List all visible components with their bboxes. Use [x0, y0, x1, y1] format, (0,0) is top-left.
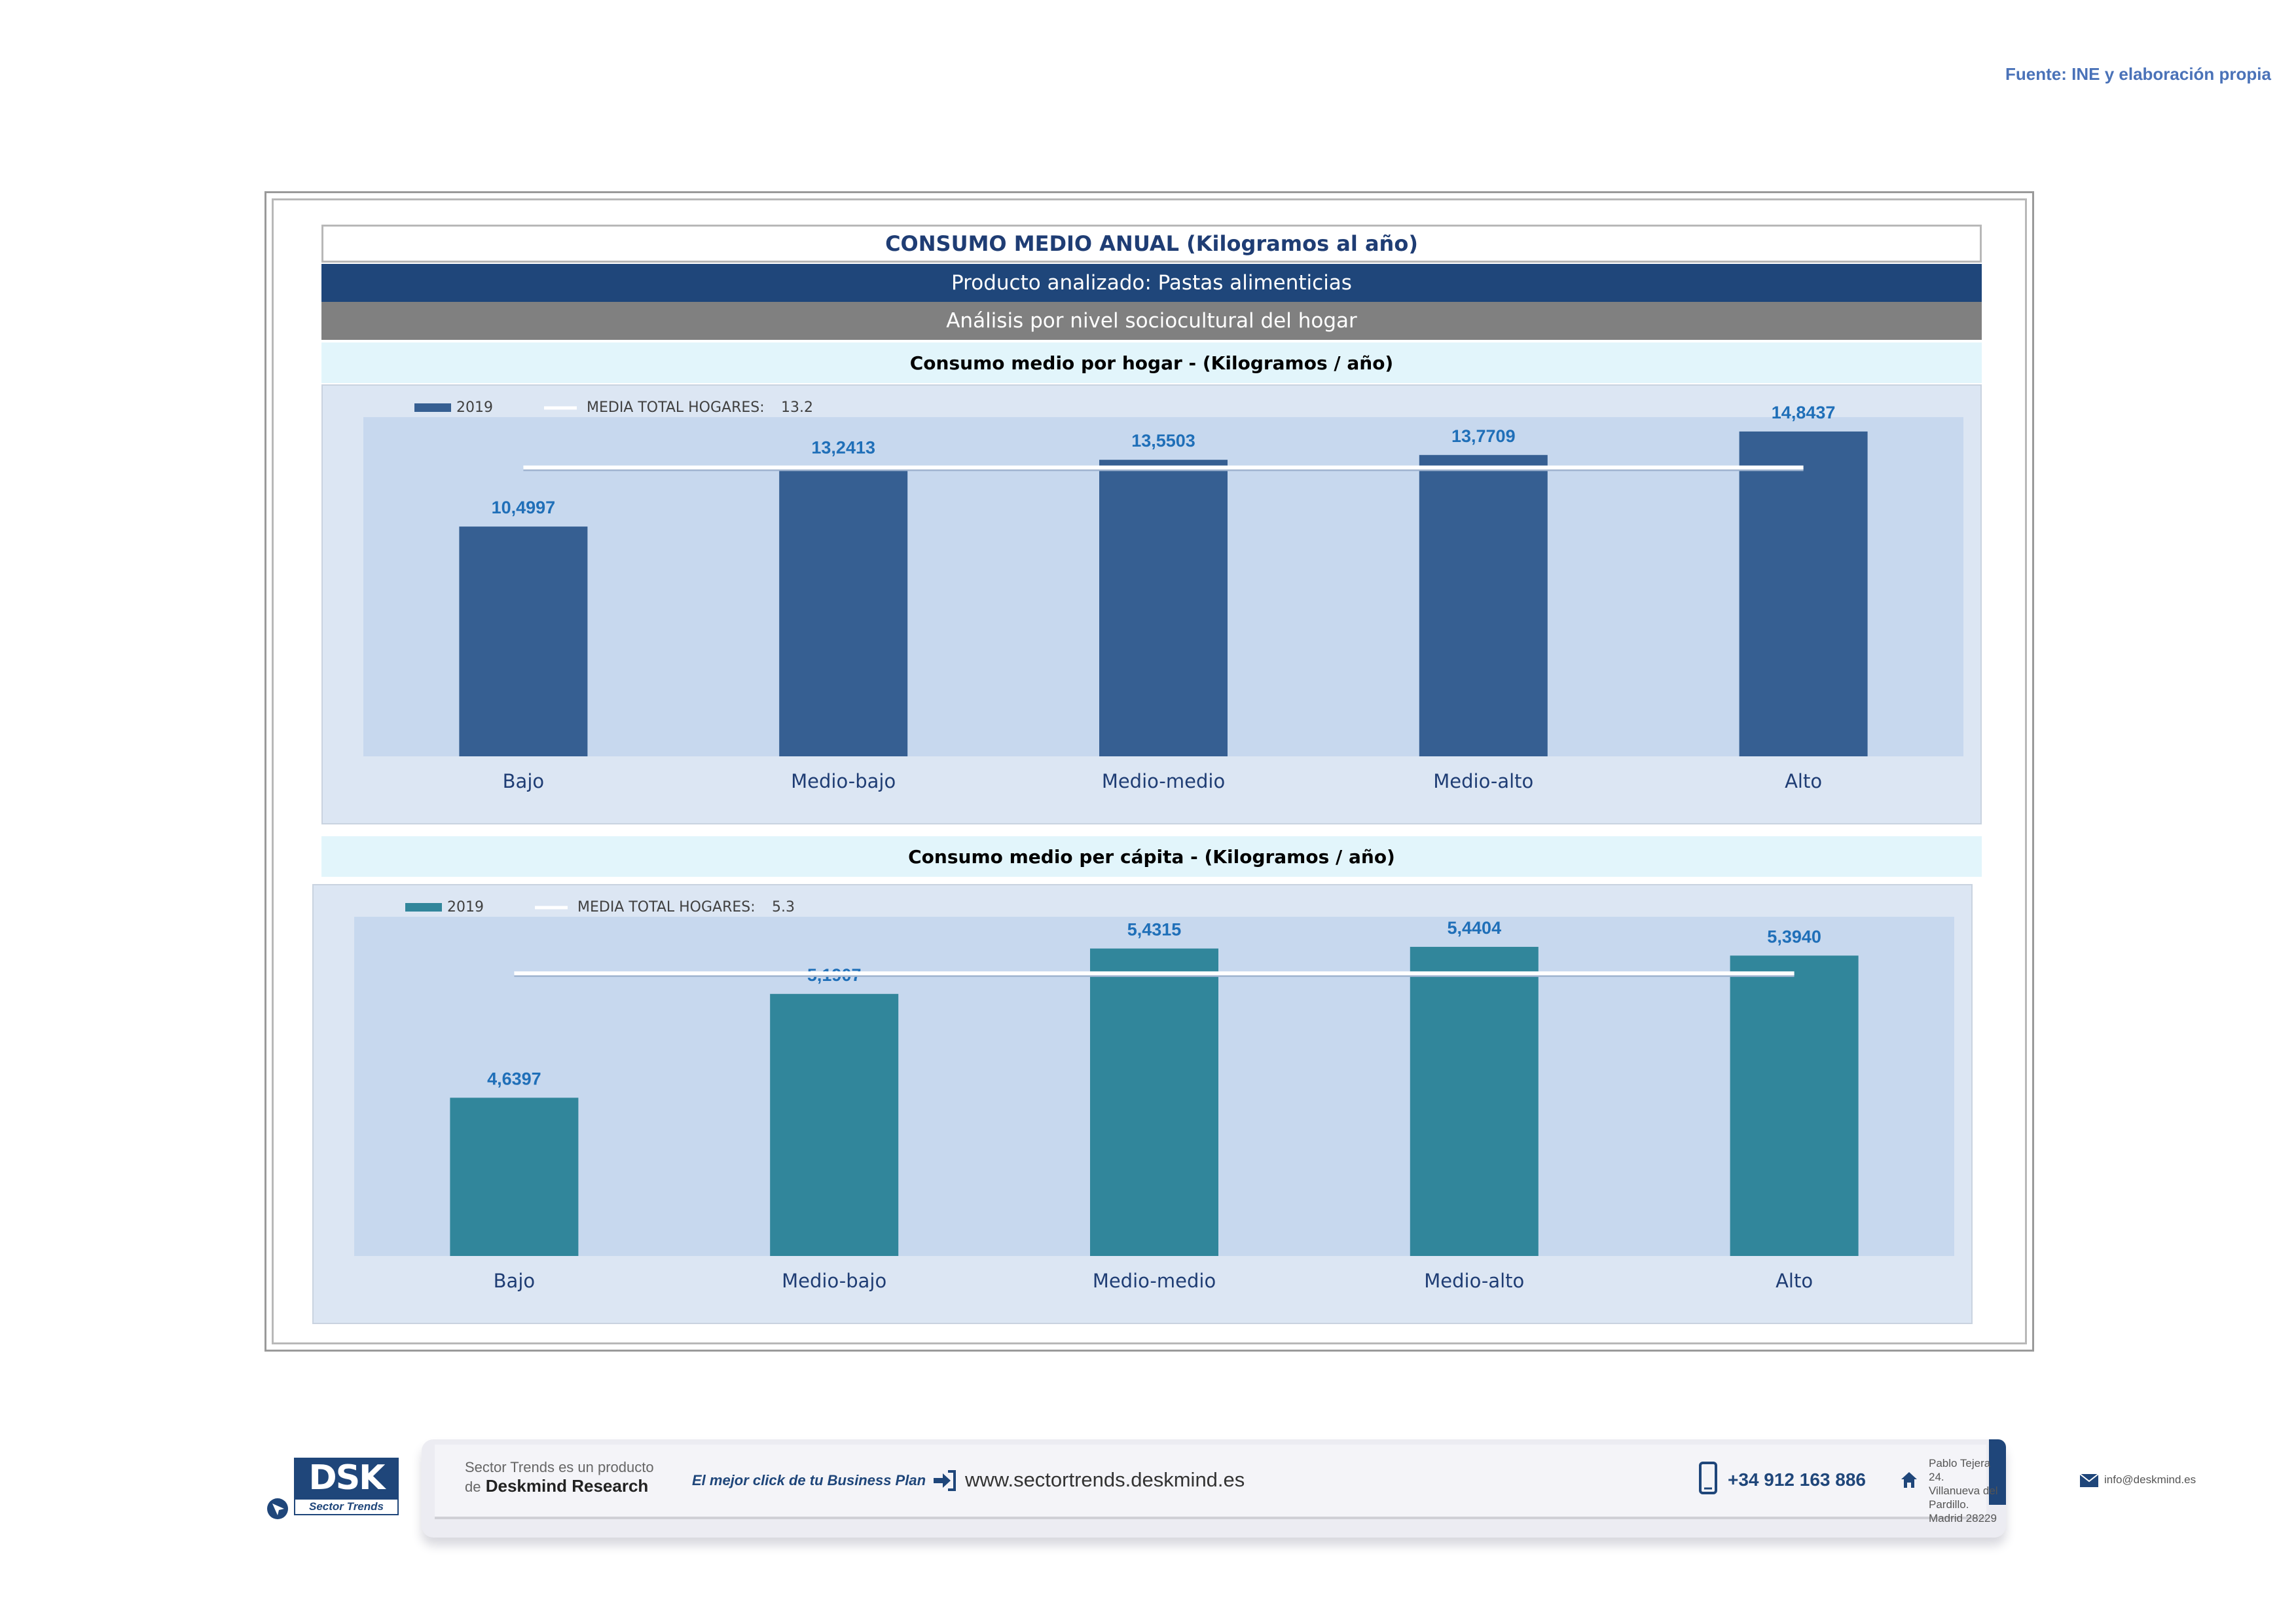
household-bar-2 — [1099, 460, 1228, 756]
product-band: Producto analizado: Pastas alimenticias — [321, 264, 1982, 302]
cursor-arrow-icon — [267, 1498, 288, 1519]
household-chart: 2019 MEDIA TOTAL HOGARES: 13.2 10,4997 Bajo 1… — [321, 384, 1982, 824]
percapita-value-label-2: 5,4315 — [1127, 919, 1182, 939]
percapita-chart-title: Consumo medio per cápita - (Kilogramos /… — [321, 836, 1982, 877]
household-category-label-1: Medio-bajo — [791, 770, 896, 792]
household-legend-mean-value: 13.2 — [781, 399, 813, 416]
household-bar-3 — [1419, 454, 1548, 756]
household-legend-swatch — [414, 403, 451, 412]
footer: DSK Sector Trends Sector Trends es un pr… — [264, 1431, 2196, 1556]
percapita-legend-series: 2019 — [447, 899, 484, 915]
household-value-label-4: 14,8437 — [1772, 403, 1836, 422]
percapita-category-label-4: Alto — [1776, 1270, 1813, 1292]
household-category-label-4: Alto — [1785, 770, 1822, 792]
website-link[interactable]: www.sectortrends.deskmind.es — [965, 1468, 1245, 1491]
household-category-label-2: Medio-medio — [1102, 770, 1225, 792]
address-line-2: Villanueva del Pardillo. — [1929, 1485, 1998, 1511]
household-value-label-2: 13,5503 — [1131, 431, 1195, 451]
address-line-1: Pablo Tejera 24. — [1929, 1457, 1991, 1483]
household-legend-series: 2019 — [456, 399, 493, 416]
household-category-label-3: Medio-alto — [1433, 770, 1533, 792]
address: Pablo Tejera 24. Villanueva del Pardillo… — [1929, 1456, 2006, 1525]
deskmind-logo: DSK Sector Trends — [264, 1458, 409, 1530]
percapita-category-label-3: Medio-alto — [1424, 1270, 1524, 1292]
report-title: CONSUMO MEDIO ANUAL (Kilogramos al año) — [321, 225, 1982, 263]
slogan: El mejor click de tu Business Plan — [692, 1472, 926, 1488]
percapita-value-label-4: 5,3940 — [1767, 927, 1821, 946]
percapita-category-label-1: Medio-bajo — [782, 1270, 886, 1292]
product-line-1: Sector Trends es un producto — [465, 1459, 654, 1475]
mail-icon — [2079, 1473, 2099, 1487]
household-svg: 2019 MEDIA TOTAL HOGARES: 13.2 10,4997 Bajo 1… — [363, 399, 1963, 792]
analysis-band: Análisis por nivel sociocultural del hog… — [321, 302, 1982, 340]
percapita-legend-swatch — [405, 903, 442, 912]
email-link[interactable]: info@deskmind.es — [2104, 1473, 2196, 1486]
percapita-bar-2 — [1090, 948, 1218, 1256]
household-bar-0 — [459, 526, 588, 756]
percapita-bar-1 — [770, 993, 899, 1256]
phone-icon — [1699, 1462, 1717, 1494]
phone-number: +34 912 163 886 — [1728, 1469, 1866, 1490]
percapita-legend-mean-value: 5.3 — [772, 899, 795, 915]
household-category-label-0: Bajo — [503, 770, 544, 792]
household-bar-4 — [1739, 431, 1868, 756]
product-line-2-prefix: de — [465, 1479, 481, 1495]
footer-banner: Sector Trends es un producto de Deskmind… — [422, 1439, 2196, 1538]
percapita-category-label-2: Medio-medio — [1093, 1270, 1216, 1292]
percapita-category-label-0: Bajo — [494, 1270, 535, 1292]
source-note: Fuente: INE y elaboración propia — [2005, 64, 2271, 84]
household-legend-mean-label: MEDIA TOTAL HOGARES: — [587, 399, 765, 416]
household-chart-title: Consumo medio por hogar - (Kilogramos / … — [321, 342, 1982, 383]
company-name: Deskmind Research — [485, 1476, 649, 1496]
household-value-label-1: 13,2413 — [811, 437, 875, 457]
address-line-3: Madrid 28229 — [1929, 1512, 1997, 1524]
percapita-value-label-0: 4,6397 — [487, 1069, 541, 1088]
percapita-legend-mean-label: MEDIA TOTAL HOGARES: — [577, 899, 756, 915]
report-frame — [264, 191, 2034, 1352]
login-arrow-icon — [934, 1470, 956, 1491]
percapita-bar-3 — [1410, 946, 1539, 1256]
percapita-bar-0 — [450, 1098, 579, 1256]
banner-accent — [1989, 1439, 2006, 1505]
logo-subtitle: Sector Trends — [294, 1498, 399, 1515]
percapita-value-label-3: 5,4404 — [1448, 918, 1502, 938]
household-value-label-3: 13,7709 — [1451, 426, 1516, 446]
percapita-bar-4 — [1730, 955, 1859, 1256]
product-line-2: de Deskmind Research — [465, 1476, 648, 1496]
household-value-label-0: 10,4997 — [492, 498, 556, 517]
home-icon — [1901, 1472, 1917, 1488]
household-bar-1 — [779, 466, 908, 756]
logo-mark: DSK — [294, 1458, 399, 1498]
